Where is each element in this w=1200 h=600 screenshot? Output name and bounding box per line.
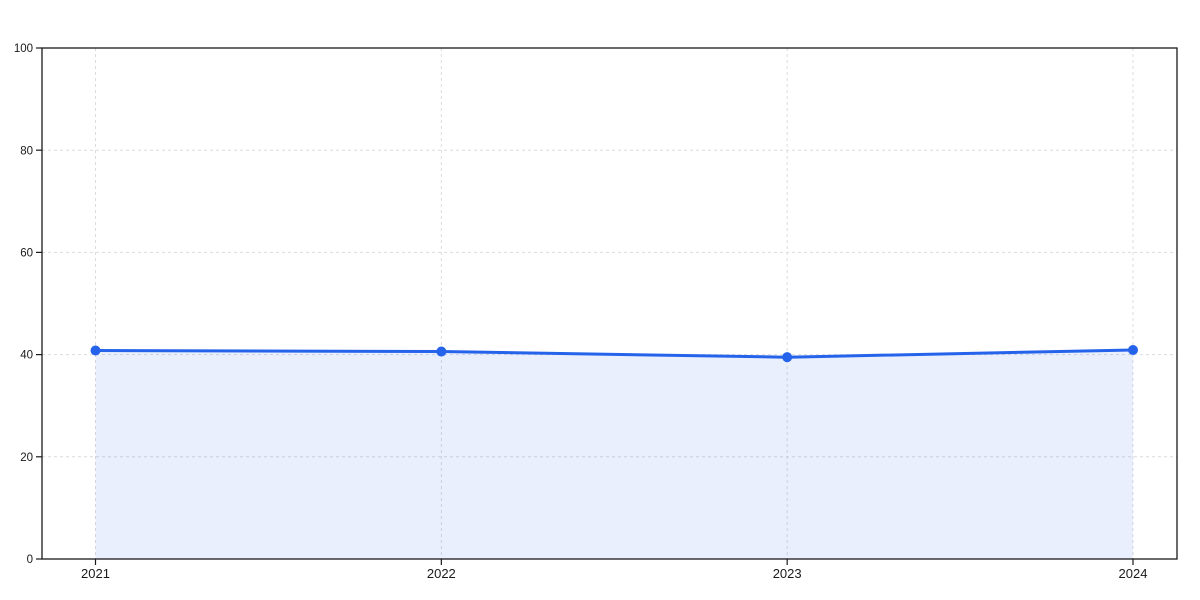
x-tick-label: 2021: [81, 566, 110, 581]
plot-border: [41, 47, 1178, 560]
y-tick-label: 60: [20, 248, 33, 260]
data-point-2022: [436, 346, 447, 357]
y-tick-label: 40: [20, 350, 33, 362]
y-tick-label: 0: [27, 554, 33, 566]
area-fill: [95, 350, 1133, 559]
data-point-2023: [782, 352, 793, 363]
x-tick-label: 2024: [1119, 566, 1148, 581]
trend-line: [94, 348, 1135, 359]
x-tick-label: 2022: [427, 566, 456, 581]
y-tick-label: 20: [20, 452, 33, 464]
y-tick-label: 80: [20, 145, 33, 157]
data-point-2024: [1128, 345, 1138, 356]
y-tick-label: 100: [14, 43, 33, 55]
data-point-2021: [90, 345, 101, 356]
x-tick-label: 2023: [773, 566, 802, 581]
